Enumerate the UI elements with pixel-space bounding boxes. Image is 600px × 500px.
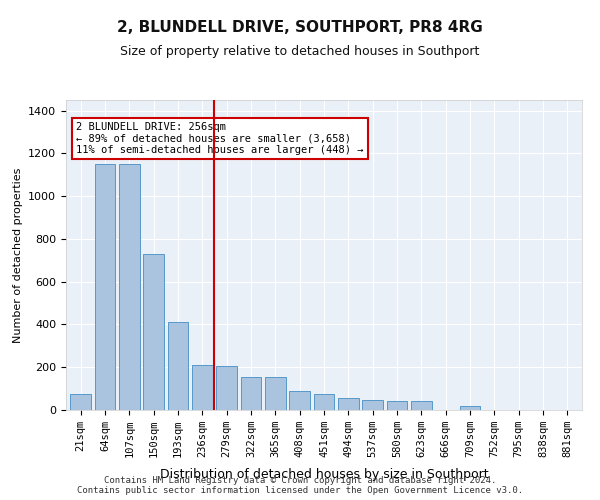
- Text: Size of property relative to detached houses in Southport: Size of property relative to detached ho…: [121, 45, 479, 58]
- Text: 2 BLUNDELL DRIVE: 256sqm
← 89% of detached houses are smaller (3,658)
11% of sem: 2 BLUNDELL DRIVE: 256sqm ← 89% of detach…: [76, 122, 364, 155]
- Bar: [95, 164, 115, 410]
- Bar: [314, 394, 334, 410]
- Bar: [216, 366, 237, 410]
- Y-axis label: Number of detached properties: Number of detached properties: [13, 168, 23, 342]
- Bar: [119, 164, 140, 410]
- Bar: [362, 400, 383, 410]
- Bar: [167, 322, 188, 410]
- Bar: [338, 398, 359, 410]
- Bar: [411, 402, 432, 410]
- Bar: [241, 377, 262, 410]
- Text: 2, BLUNDELL DRIVE, SOUTHPORT, PR8 4RG: 2, BLUNDELL DRIVE, SOUTHPORT, PR8 4RG: [117, 20, 483, 35]
- Bar: [460, 406, 481, 410]
- X-axis label: Distribution of detached houses by size in Southport: Distribution of detached houses by size …: [160, 468, 488, 481]
- Bar: [289, 391, 310, 410]
- Bar: [386, 402, 407, 410]
- Bar: [143, 254, 164, 410]
- Text: Contains HM Land Registry data © Crown copyright and database right 2024.
Contai: Contains HM Land Registry data © Crown c…: [77, 476, 523, 495]
- Bar: [70, 394, 91, 410]
- Bar: [192, 365, 212, 410]
- Bar: [265, 377, 286, 410]
